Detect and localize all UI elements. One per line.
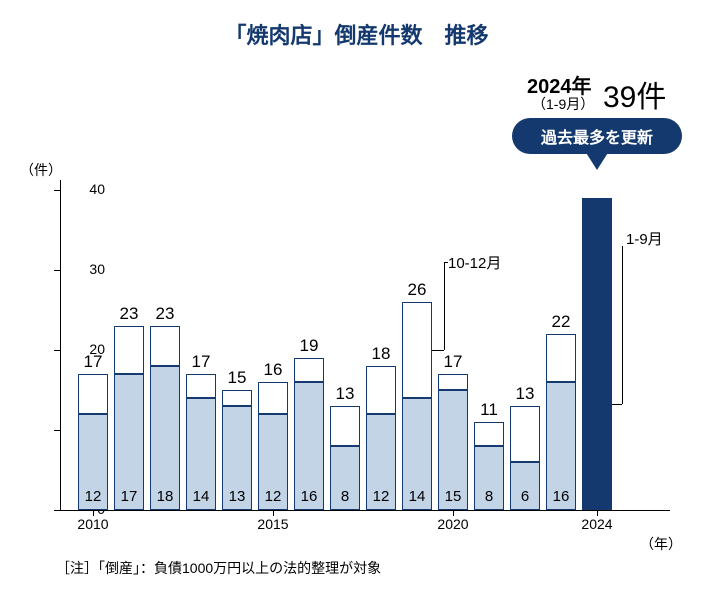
x-tick-label: 2024 <box>572 516 622 532</box>
axis-line <box>54 190 60 191</box>
axis-line <box>60 510 670 511</box>
legend-connector <box>612 404 622 405</box>
legend-connector <box>432 350 444 351</box>
bar-lower-label: 6 <box>507 488 543 505</box>
axis-line <box>453 510 454 516</box>
bar-upper <box>474 422 504 446</box>
bar-upper <box>366 366 396 414</box>
bar-lower-label: 8 <box>327 488 363 505</box>
bar-highlight <box>582 198 612 510</box>
bar-upper <box>114 326 144 374</box>
bar-upper <box>402 302 432 398</box>
bar-lower-label: 14 <box>183 488 219 505</box>
legend-lower: 1-9月 <box>626 228 663 249</box>
callout-badge-arrow <box>583 148 611 170</box>
bar-total-label: 23 <box>109 304 149 324</box>
axis-line <box>54 430 60 431</box>
legend-connector <box>444 262 448 263</box>
bar-lower-label: 16 <box>291 488 327 505</box>
bar-upper <box>78 374 108 414</box>
legend-upper: 10-12月 <box>448 252 501 273</box>
bar-total-label: 17 <box>433 352 473 372</box>
y-tick-label: 40 <box>65 181 105 197</box>
bar-total-label: 23 <box>145 304 185 324</box>
bar-total-label: 13 <box>505 384 545 404</box>
bar-total-label: 13 <box>325 384 365 404</box>
bar-lower-label: 12 <box>75 488 111 505</box>
legend-connector <box>622 246 623 404</box>
bar-total-label: 22 <box>541 312 581 332</box>
bar-lower-label: 12 <box>255 488 291 505</box>
axis-line <box>60 180 61 510</box>
y-tick-label: 30 <box>65 261 105 277</box>
axis-line <box>273 510 274 516</box>
axis-line <box>93 510 94 516</box>
bar-lower-label: 8 <box>471 488 507 505</box>
bar-lower-label: 15 <box>435 488 471 505</box>
bar-upper <box>510 406 540 462</box>
chart-title: 「焼肉店」倒産件数 推移 <box>0 18 713 50</box>
bar-total-label: 18 <box>361 344 401 364</box>
x-tick-label: 2020 <box>428 516 478 532</box>
bar-upper <box>150 326 180 366</box>
bar-total-label: 17 <box>181 352 221 372</box>
bar-total-label: 16 <box>253 360 293 380</box>
bar-total-label: 11 <box>469 400 509 420</box>
chart-root: { "title": { "text": "「焼肉店」倒産件数 推移", "co… <box>0 0 713 603</box>
callout-year-sub: （1-9月） <box>532 94 594 114</box>
callout-value: 39件 <box>603 72 666 116</box>
bar-total-label: 15 <box>217 368 257 388</box>
axis-line <box>54 350 60 351</box>
bar-lower-label: 16 <box>543 488 579 505</box>
bar-lower-label: 13 <box>219 488 255 505</box>
bar-lower-label: 17 <box>111 488 147 505</box>
bar-upper <box>438 374 468 390</box>
bar-total-label: 26 <box>397 280 437 300</box>
bar-upper <box>222 390 252 406</box>
bar-lower-label: 14 <box>399 488 435 505</box>
x-tick-label: 2015 <box>248 516 298 532</box>
bar-total-label: 17 <box>73 352 113 372</box>
axis-line <box>54 510 60 511</box>
x-tick-label: 2010 <box>68 516 118 532</box>
bar-lower-label: 18 <box>147 488 183 505</box>
bar-upper <box>330 406 360 446</box>
y-axis-unit: （件） <box>20 160 62 180</box>
axis-line <box>597 510 598 516</box>
legend-connector <box>444 262 445 350</box>
bar-total-label: 19 <box>289 336 329 356</box>
axis-line <box>54 270 60 271</box>
bar-upper <box>258 382 288 414</box>
chart-footnote: ［注］「倒産」：負債1000万円以上の法的整理が対象 <box>56 558 381 578</box>
bar-upper <box>546 334 576 382</box>
bar-upper <box>294 358 324 382</box>
x-axis-unit: （年） <box>640 534 682 554</box>
bar-upper <box>186 374 216 398</box>
bar-lower-label: 12 <box>363 488 399 505</box>
